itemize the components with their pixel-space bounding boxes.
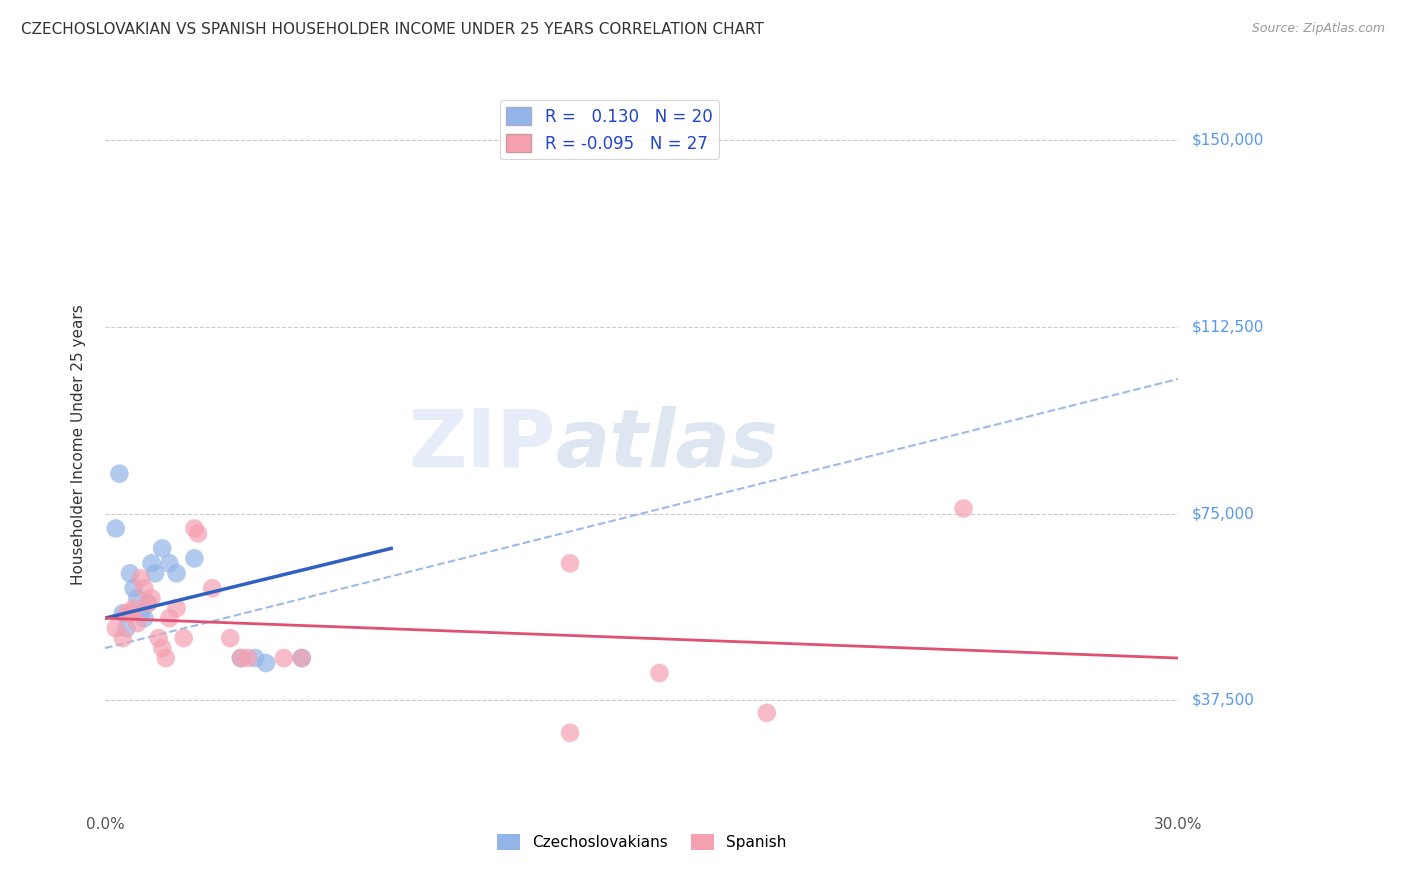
Point	[187, 526, 209, 541]
Point	[157, 557, 180, 571]
Point	[141, 557, 163, 571]
Point	[122, 581, 145, 595]
Point	[648, 665, 671, 680]
Point	[755, 706, 778, 720]
Point	[111, 631, 134, 645]
Text: $112,500: $112,500	[1192, 319, 1264, 334]
Point	[108, 467, 131, 481]
Point	[150, 541, 173, 556]
Point	[134, 611, 156, 625]
Point	[155, 651, 177, 665]
Point	[166, 566, 188, 581]
Text: ZIP: ZIP	[409, 406, 555, 484]
Point	[166, 601, 188, 615]
Point	[558, 726, 581, 740]
Point	[111, 606, 134, 620]
Point	[291, 651, 314, 665]
Point	[104, 621, 127, 635]
Point	[129, 606, 152, 620]
Point	[141, 591, 163, 606]
Point	[273, 651, 295, 665]
Point	[219, 631, 242, 645]
Point	[201, 581, 224, 595]
Point	[115, 621, 138, 635]
Point	[136, 596, 159, 610]
Point	[127, 591, 149, 606]
Point	[236, 651, 259, 665]
Text: $75,000: $75,000	[1192, 506, 1254, 521]
Point	[952, 501, 974, 516]
Y-axis label: Householder Income Under 25 years: Householder Income Under 25 years	[72, 304, 86, 585]
Text: atlas: atlas	[555, 406, 779, 484]
Point	[134, 581, 156, 595]
Point	[157, 611, 180, 625]
Point	[115, 606, 138, 620]
Point	[118, 606, 141, 620]
Point	[127, 616, 149, 631]
Point	[291, 651, 314, 665]
Point	[150, 641, 173, 656]
Text: Source: ZipAtlas.com: Source: ZipAtlas.com	[1251, 22, 1385, 36]
Point	[143, 566, 166, 581]
Point	[558, 557, 581, 571]
Point	[148, 631, 170, 645]
Point	[136, 596, 159, 610]
Point	[183, 551, 205, 566]
Legend: R =   0.130   N = 20, R = -0.095   N = 27: R = 0.130 N = 20, R = -0.095 N = 27	[499, 101, 718, 160]
Point	[173, 631, 195, 645]
Point	[122, 601, 145, 615]
Text: $37,500: $37,500	[1192, 693, 1256, 708]
Point	[254, 656, 277, 670]
Point	[129, 571, 152, 585]
Point	[245, 651, 267, 665]
Point	[229, 651, 252, 665]
Point	[229, 651, 252, 665]
Point	[104, 521, 127, 535]
Text: $150,000: $150,000	[1192, 132, 1264, 147]
Text: CZECHOSLOVAKIAN VS SPANISH HOUSEHOLDER INCOME UNDER 25 YEARS CORRELATION CHART: CZECHOSLOVAKIAN VS SPANISH HOUSEHOLDER I…	[21, 22, 763, 37]
Point	[118, 566, 141, 581]
Point	[183, 521, 205, 535]
